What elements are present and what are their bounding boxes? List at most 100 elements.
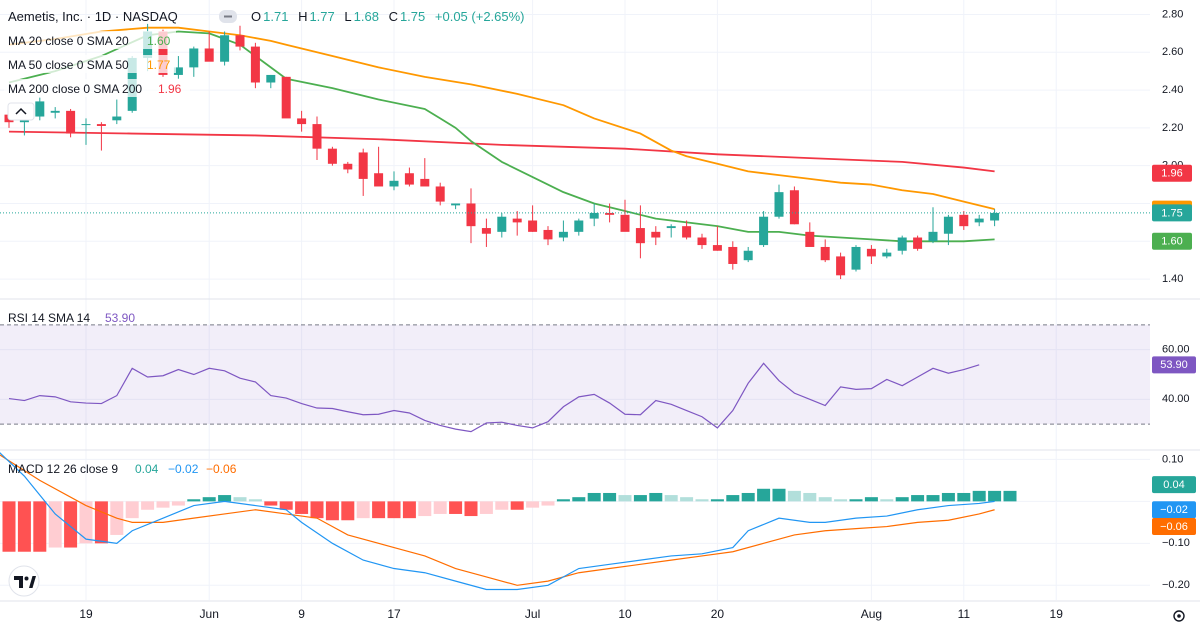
- candle-down: [374, 146, 384, 187]
- candle-body: [759, 216, 769, 246]
- candle-up: [666, 224, 676, 238]
- macd-histogram-bar: [541, 501, 555, 506]
- rsi-legend[interactable]: RSI 14 SMA 14 53.90: [8, 311, 135, 325]
- candle-body: [235, 35, 245, 47]
- price-axis-tick: 1.40: [1162, 273, 1183, 285]
- candle-body: [112, 116, 122, 121]
- macd-histogram-bar: [911, 495, 925, 502]
- rsi-pane[interactable]: [0, 324, 1150, 433]
- macd-histogram-bar: [710, 499, 724, 502]
- candle-down: [959, 211, 969, 230]
- price-badge-box: [1152, 164, 1192, 182]
- macd-histogram-bar: [618, 495, 632, 502]
- candle-body: [81, 124, 91, 126]
- candle-body: [574, 220, 584, 232]
- macd-legend[interactable]: MACD 12 26 close 9 0.04 −0.02 −0.06: [8, 462, 237, 476]
- ohlc-readout: O 1.71 H 1.77 L 1.68 C 1.75 +0.05 (+2.65%): [251, 9, 525, 24]
- macd-histogram-bar: [33, 501, 47, 552]
- macd-histogram-bar: [479, 501, 493, 514]
- macd-histogram-bar: [418, 501, 432, 517]
- candle-down: [682, 220, 692, 240]
- candle-up: [81, 118, 91, 145]
- ma20-legend[interactable]: MA 20 close 0 SMA 20 1.60: [4, 31, 176, 49]
- candle-body: [589, 212, 599, 219]
- candle-down: [543, 226, 553, 246]
- macd-histogram-bar: [402, 501, 416, 519]
- candle-down: [820, 239, 830, 263]
- time-axis-label: 11: [958, 607, 971, 621]
- candle-body: [435, 186, 445, 202]
- macd-histogram-bar: [310, 501, 324, 519]
- time-axis-label: 10: [618, 607, 632, 621]
- candle-up: [112, 99, 122, 125]
- macd-histogram-bar: [941, 492, 955, 502]
- candle-up: [189, 46, 199, 77]
- svg-text:1.96: 1.96: [158, 82, 182, 96]
- candle-body: [374, 173, 384, 187]
- price-badge: 1.75: [1152, 204, 1192, 222]
- candle-body: [820, 246, 830, 261]
- time-axis-label: Jun: [200, 607, 219, 621]
- candle-up: [389, 171, 399, 191]
- rsi-axis-tick: 40.00: [1162, 393, 1190, 405]
- ma200-legend[interactable]: MA 200 close 0 SMA 200 1.96: [4, 79, 190, 97]
- time-axis-label: Aug: [861, 607, 882, 621]
- candle-body: [866, 248, 876, 257]
- candle-body: [404, 173, 414, 185]
- macd-histogram-bar: [295, 501, 309, 514]
- candle-body: [943, 216, 953, 234]
- candle-body: [512, 218, 522, 223]
- macd-pane[interactable]: [0, 447, 1017, 591]
- candle-down: [281, 76, 291, 119]
- candle-body: [466, 203, 476, 227]
- macd-histogram-bar: [803, 492, 817, 502]
- macd-histogram-bar: [48, 501, 62, 548]
- tradingview-logo-icon: [8, 565, 40, 597]
- macd-histogram-bar: [264, 501, 278, 506]
- candle-up: [759, 211, 769, 247]
- macd-histogram-bar: [233, 497, 247, 502]
- macd-axis-tick: −0.10: [1162, 537, 1190, 549]
- candle-down: [204, 31, 214, 62]
- settings-gear-icon[interactable]: [1173, 610, 1185, 622]
- candle-up: [266, 74, 276, 89]
- macd-histogram-bar: [680, 497, 694, 502]
- candle-down: [297, 110, 307, 132]
- macd-histogram-bar: [464, 501, 478, 517]
- candle-body: [712, 245, 722, 251]
- candle-body: [697, 237, 707, 246]
- candle-up: [990, 209, 1000, 227]
- rsi-badge-label: 53.90: [1160, 359, 1188, 371]
- macd-histogram-bar: [325, 501, 339, 521]
- price-badge: 1.96: [1152, 164, 1192, 182]
- macd-histogram-bar: [79, 501, 93, 544]
- rsi-line: [8, 362, 980, 433]
- time-axis-label: 17: [387, 607, 401, 621]
- candle-body: [882, 252, 892, 257]
- macd-histogram-bar: [433, 501, 447, 514]
- macd-badge: 0.04: [1152, 476, 1196, 494]
- candle-body: [343, 163, 353, 170]
- header-eye-toggle[interactable]: [219, 10, 237, 23]
- candle-body: [158, 31, 168, 75]
- ma50-line: [8, 26, 995, 211]
- macd-histogram-bar: [218, 495, 232, 502]
- macd-histogram-bar: [1003, 490, 1017, 502]
- ma50-legend[interactable]: MA 50 close 0 SMA 50 1.77: [4, 55, 176, 73]
- macd-histogram-bar: [633, 495, 647, 502]
- macd-histogram-bar: [156, 501, 170, 508]
- candle-body: [974, 218, 984, 223]
- macd-histogram-bar: [603, 492, 617, 502]
- macd-badge-label: −0.06: [1160, 521, 1188, 533]
- candle-down: [343, 161, 353, 174]
- macd-histogram-bar: [972, 490, 986, 502]
- candle-body: [204, 48, 214, 62]
- macd-histogram-bar: [2, 501, 16, 552]
- candle-body: [173, 67, 183, 75]
- price-axis-tick: 2.80: [1162, 8, 1183, 20]
- collapse-legend-button[interactable]: [7, 102, 35, 121]
- candle-body: [481, 228, 491, 234]
- macd-histogram-bar: [880, 499, 894, 502]
- price-pane[interactable]: [0, 23, 1150, 280]
